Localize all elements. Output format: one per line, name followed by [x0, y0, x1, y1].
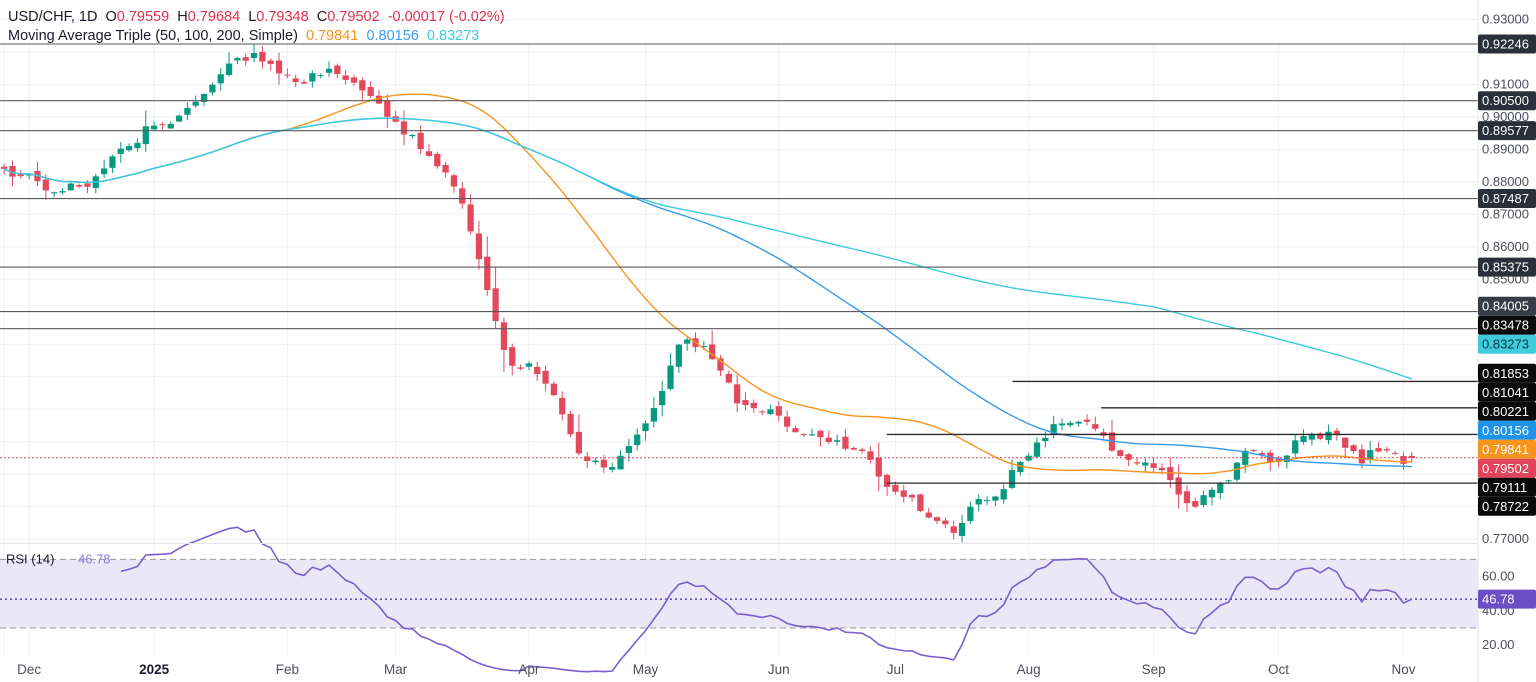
svg-text:Dec: Dec	[17, 662, 41, 677]
svg-text:0.79111: 0.79111	[1482, 480, 1527, 495]
svg-text:20.00: 20.00	[1482, 637, 1515, 652]
svg-text:0.89000: 0.89000	[1482, 141, 1529, 156]
svg-text:60.00: 60.00	[1482, 569, 1515, 584]
svg-text:May: May	[633, 662, 659, 677]
svg-text:0.92246: 0.92246	[1482, 37, 1529, 52]
svg-text:0.81853: 0.81853	[1482, 366, 1529, 381]
svg-text:Mar: Mar	[384, 662, 408, 677]
svg-text:0.79841: 0.79841	[1482, 442, 1529, 457]
svg-text:Feb: Feb	[276, 662, 299, 677]
svg-text:0.83273: 0.83273	[1482, 337, 1529, 352]
svg-text:RSI (14): RSI (14)	[6, 551, 54, 566]
svg-text:0.90500: 0.90500	[1482, 93, 1529, 108]
svg-text:0.81041: 0.81041	[1482, 385, 1529, 400]
svg-text:0.83478: 0.83478	[1482, 318, 1529, 333]
svg-text:0.86000: 0.86000	[1482, 239, 1529, 254]
svg-text:46.78: 46.78	[1482, 592, 1515, 607]
svg-text:0.93000: 0.93000	[1482, 12, 1529, 27]
svg-text:Apr: Apr	[518, 662, 540, 677]
svg-text:0.84005: 0.84005	[1482, 299, 1529, 314]
svg-text:0.78722: 0.78722	[1482, 499, 1529, 514]
svg-text:0.85375: 0.85375	[1482, 260, 1529, 275]
svg-text:Sep: Sep	[1142, 662, 1166, 677]
svg-text:Oct: Oct	[1268, 662, 1289, 677]
svg-text:Nov: Nov	[1391, 662, 1415, 677]
svg-text:0.87487: 0.87487	[1482, 191, 1529, 206]
svg-text:0.88000: 0.88000	[1482, 174, 1529, 189]
svg-text:2025: 2025	[139, 662, 170, 677]
svg-text:Aug: Aug	[1017, 662, 1041, 677]
svg-text:0.79502: 0.79502	[1482, 461, 1529, 476]
svg-text:Jun: Jun	[768, 662, 790, 677]
svg-text:0.87000: 0.87000	[1482, 206, 1529, 221]
svg-text:0.91000: 0.91000	[1482, 76, 1529, 91]
svg-text:Jul: Jul	[887, 662, 904, 677]
svg-text:0.80156: 0.80156	[1482, 423, 1529, 438]
svg-text:46.78: 46.78	[78, 551, 111, 566]
svg-text:0.89577: 0.89577	[1482, 123, 1529, 138]
svg-text:0.77000: 0.77000	[1482, 531, 1529, 546]
svg-text:0.80221: 0.80221	[1482, 404, 1529, 419]
